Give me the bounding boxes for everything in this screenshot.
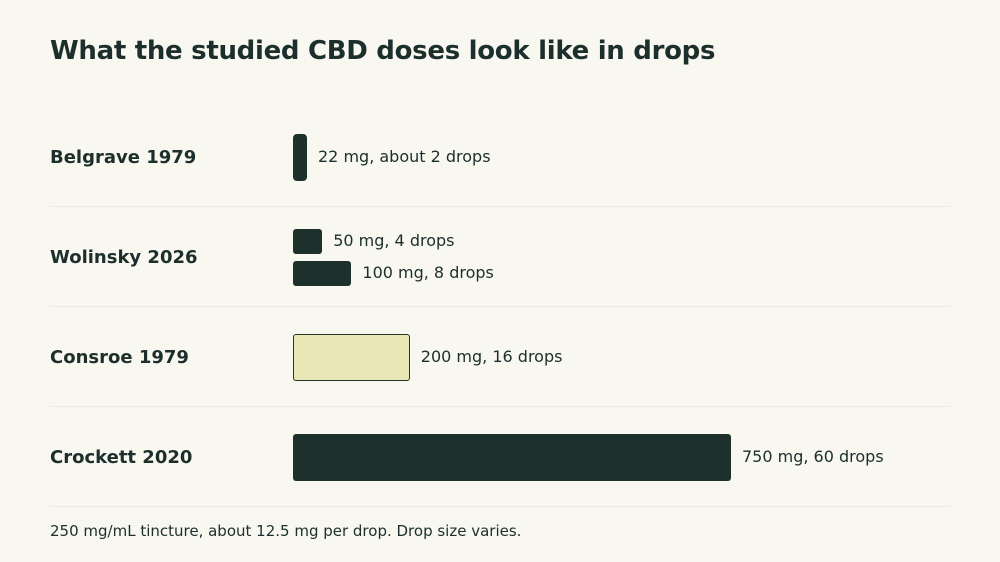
dose-bar <box>293 228 323 254</box>
row-divider <box>50 506 950 507</box>
row-divider <box>50 406 950 407</box>
row-label: Belgrave 1979 <box>50 146 197 168</box>
chart-title: What the studied CBD doses look like in … <box>50 36 716 66</box>
bar-value-label: 100 mg, 8 drops <box>362 263 494 282</box>
row-label: Crockett 2020 <box>50 446 193 468</box>
chart-row: Crockett 2020 750 mg, 60 drops <box>50 407 950 507</box>
dose-bar <box>293 333 410 381</box>
bar-group: 750 mg, 60 drops <box>293 407 950 507</box>
row-divider <box>50 206 950 207</box>
bar-value-label: 22 mg, about 2 drops <box>318 147 491 166</box>
chart-row: Wolinsky 2026 50 mg, 4 drops 100 mg, 8 dro… <box>50 207 950 307</box>
dose-bar <box>293 133 307 181</box>
bar-group: 50 mg, 4 drops 100 mg, 8 drops <box>293 207 950 307</box>
dose-bar <box>293 433 731 481</box>
row-label: Wolinsky 2026 <box>50 246 198 268</box>
row-label: Consroe 1979 <box>50 346 189 368</box>
bar-group: 22 mg, about 2 drops <box>293 107 950 207</box>
row-divider <box>50 306 950 307</box>
bar-group: 200 mg, 16 drops <box>293 307 950 407</box>
dose-bar <box>293 260 352 286</box>
chart-row: Belgrave 1979 22 mg, about 2 drops <box>50 107 950 207</box>
bar-value-label: 200 mg, 16 drops <box>420 347 563 366</box>
bar-value-label: 50 mg, 4 drops <box>333 231 455 250</box>
chart-row: Consroe 1979 200 mg, 16 drops <box>50 307 950 407</box>
bar-value-label: 750 mg, 60 drops <box>742 447 884 466</box>
chart-footnote: 250 mg/mL tincture, about 12.5 mg per dr… <box>50 522 522 540</box>
